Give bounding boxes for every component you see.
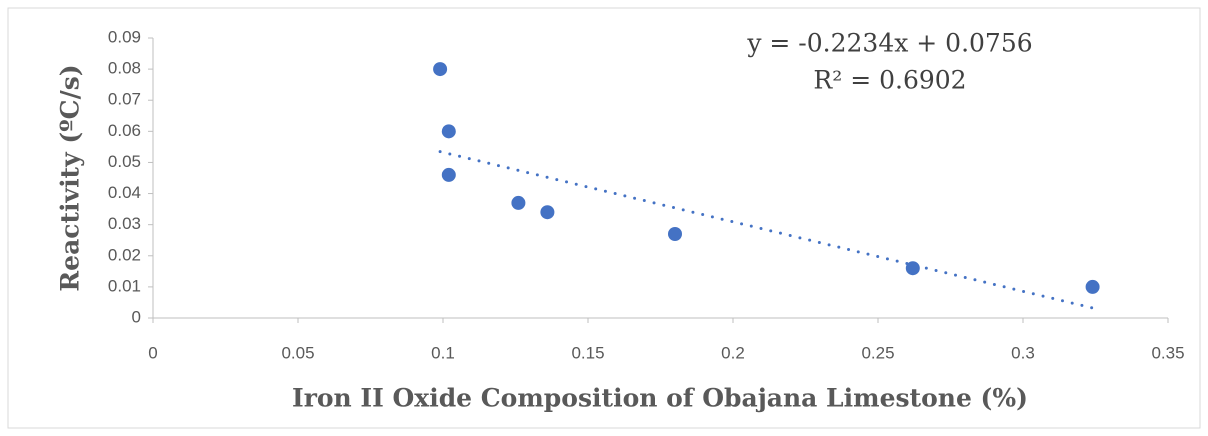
x-tick-label: 0.15 <box>571 343 604 362</box>
trendline-equation: y = -0.2234x + 0.0756 <box>746 29 1032 58</box>
x-tick-label: 0.3 <box>1011 343 1035 362</box>
y-tick-label: 0.03 <box>108 214 141 233</box>
y-tick-label: 0.06 <box>108 121 141 140</box>
x-tick-label: 0.25 <box>861 343 894 362</box>
trendline <box>438 150 1095 310</box>
y-tick-label: 0.07 <box>108 90 141 109</box>
y-tick-label: 0 <box>132 307 141 326</box>
trendline-r2: R² = 0.6902 <box>813 66 966 95</box>
x-tick-label: 0.2 <box>721 343 745 362</box>
y-tick-label: 0.04 <box>108 183 141 202</box>
point <box>511 195 526 210</box>
point <box>668 227 682 241</box>
y-tick-label: 0.09 <box>108 27 141 46</box>
x-axis-title: Iron II Oxide Composition of Obajana Lim… <box>292 384 1028 413</box>
y-tick-label: 0.08 <box>108 59 141 78</box>
point <box>441 167 456 182</box>
x-tick-label: 0.1 <box>431 343 455 362</box>
y-tick-label: 0.01 <box>108 276 141 295</box>
point <box>441 124 456 139</box>
point <box>905 261 920 276</box>
x-tick-label: 0 <box>148 343 157 362</box>
point <box>1085 279 1100 294</box>
x-tick-label: 0.05 <box>281 343 314 362</box>
y-axis-title: Reactivity (ºC/s) <box>56 64 85 291</box>
point <box>433 62 448 77</box>
y-tick-label: 0.05 <box>108 152 141 171</box>
chart-border <box>7 7 1201 429</box>
x-tick-label: 0.35 <box>1151 343 1184 362</box>
y-tick-label: 0.02 <box>108 245 141 264</box>
point <box>540 205 555 220</box>
